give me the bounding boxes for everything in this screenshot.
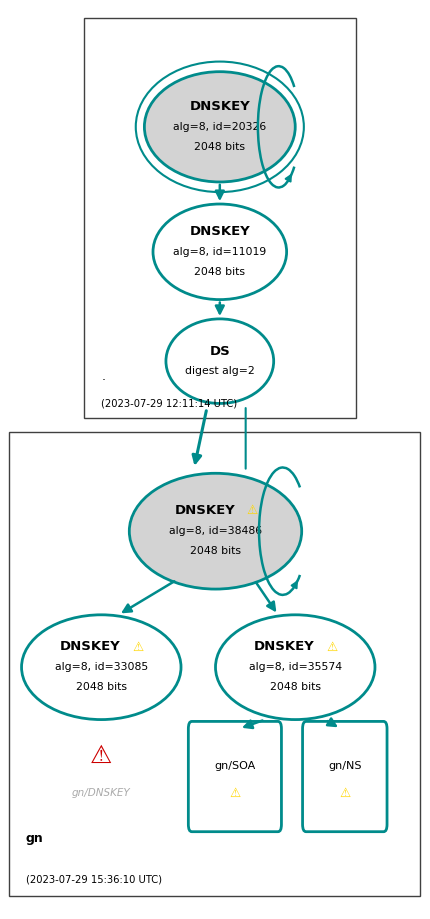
Text: 2048 bits: 2048 bits xyxy=(194,142,245,152)
FancyBboxPatch shape xyxy=(84,18,355,418)
Text: ⚠: ⚠ xyxy=(90,744,112,768)
Text: gn: gn xyxy=(26,833,43,845)
Text: alg=8, id=35574: alg=8, id=35574 xyxy=(248,663,341,672)
Text: ⚠: ⚠ xyxy=(246,505,257,517)
Text: DNSKEY: DNSKEY xyxy=(60,641,120,653)
FancyBboxPatch shape xyxy=(188,721,281,832)
Text: DNSKEY: DNSKEY xyxy=(174,505,234,517)
Text: DNSKEY: DNSKEY xyxy=(254,641,314,653)
Text: gn/NS: gn/NS xyxy=(327,761,361,770)
Text: (2023-07-29 12:11:14 UTC): (2023-07-29 12:11:14 UTC) xyxy=(101,399,237,409)
Text: alg=8, id=33085: alg=8, id=33085 xyxy=(55,663,147,672)
Text: 2048 bits: 2048 bits xyxy=(194,267,245,277)
Text: alg=8, id=20326: alg=8, id=20326 xyxy=(173,122,266,131)
Text: 2048 bits: 2048 bits xyxy=(269,683,320,692)
Ellipse shape xyxy=(129,473,301,589)
Text: ⚠: ⚠ xyxy=(132,641,143,653)
Text: alg=8, id=11019: alg=8, id=11019 xyxy=(173,247,266,256)
Ellipse shape xyxy=(22,615,181,720)
Text: ⚠: ⚠ xyxy=(338,787,350,800)
Ellipse shape xyxy=(215,615,374,720)
Text: alg=8, id=38486: alg=8, id=38486 xyxy=(169,527,261,536)
Text: 2048 bits: 2048 bits xyxy=(76,683,126,692)
Text: DNSKEY: DNSKEY xyxy=(189,100,249,113)
Ellipse shape xyxy=(144,72,295,182)
Text: gn/DNSKEY: gn/DNSKEY xyxy=(72,789,130,798)
Text: DS: DS xyxy=(209,345,230,357)
Text: ⚠: ⚠ xyxy=(229,787,240,800)
FancyBboxPatch shape xyxy=(9,432,419,896)
Text: (2023-07-29 15:36:10 UTC): (2023-07-29 15:36:10 UTC) xyxy=(26,875,162,885)
Ellipse shape xyxy=(153,204,286,300)
Text: gn/SOA: gn/SOA xyxy=(214,761,255,770)
FancyBboxPatch shape xyxy=(302,721,386,832)
Text: ⚠: ⚠ xyxy=(326,641,337,653)
Text: digest alg=2: digest alg=2 xyxy=(184,367,254,376)
Text: DNSKEY: DNSKEY xyxy=(189,225,249,238)
Text: 2048 bits: 2048 bits xyxy=(190,547,240,556)
Ellipse shape xyxy=(166,319,273,403)
Text: .: . xyxy=(101,370,105,383)
